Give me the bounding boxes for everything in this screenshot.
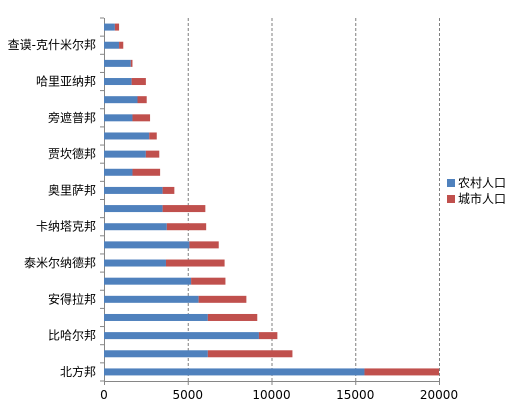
bar-rural xyxy=(104,78,132,86)
bar-rural xyxy=(104,259,166,267)
bar-urban xyxy=(198,295,247,303)
bar-rural xyxy=(104,23,115,31)
y-category-label: 北方邦 xyxy=(60,364,96,379)
bar-urban xyxy=(132,168,161,176)
y-category-label: 泰米尔纳德邦 xyxy=(24,255,96,270)
bar-urban xyxy=(364,368,439,376)
bar-urban xyxy=(119,41,124,49)
y-category-label: 旁遮普邦 xyxy=(48,110,96,125)
x-tick-label: 15000 xyxy=(336,388,374,402)
bar-urban xyxy=(145,150,160,158)
bar-rural xyxy=(104,96,138,104)
bar-urban xyxy=(162,205,206,213)
bar-rural xyxy=(104,223,167,231)
bar-urban xyxy=(166,223,207,231)
bar-urban xyxy=(137,96,147,104)
legend-swatch xyxy=(447,179,455,187)
bar-rural xyxy=(104,205,163,213)
bar-urban xyxy=(207,350,293,358)
bar-rural xyxy=(104,241,190,249)
legend-label: 农村人口 xyxy=(458,176,506,190)
y-category-label: 卡纳塔克邦 xyxy=(36,220,96,234)
y-category-label: 比哈尔邦 xyxy=(48,328,96,343)
bar-urban xyxy=(189,241,219,249)
bar-urban xyxy=(191,277,226,285)
bar-rural xyxy=(104,59,131,67)
bar-rural xyxy=(104,295,199,303)
bar-rural xyxy=(104,41,120,49)
y-category-label: 贾坎德邦 xyxy=(48,146,96,161)
x-tick-label: 10000 xyxy=(252,388,290,402)
bar-rural xyxy=(104,114,133,122)
bar-urban xyxy=(207,313,258,321)
bar-rural xyxy=(104,313,208,321)
bar-rural xyxy=(104,350,208,358)
bar-rural xyxy=(104,168,133,176)
bar-rural xyxy=(104,368,365,376)
bar-urban xyxy=(130,59,133,67)
bar-urban xyxy=(162,186,175,194)
y-category-label: 奥里萨邦 xyxy=(48,183,96,197)
bar-rural xyxy=(104,150,146,158)
x-tick-label: 5000 xyxy=(172,388,203,402)
x-tick-label: 20000 xyxy=(420,388,458,402)
y-category-label: 安得拉邦 xyxy=(48,291,96,306)
bar-urban xyxy=(258,332,278,340)
y-category-label: 哈里亚纳邦 xyxy=(36,75,96,89)
bar-urban xyxy=(165,259,225,267)
bar-urban xyxy=(149,132,157,140)
bar-rural xyxy=(104,277,192,285)
bar-rural xyxy=(104,186,163,194)
x-tick-label: 0 xyxy=(100,388,108,402)
legend-swatch xyxy=(447,195,455,203)
bar-urban xyxy=(114,23,120,31)
bar-urban xyxy=(131,78,146,86)
bar-rural xyxy=(104,332,259,340)
bar-rural xyxy=(104,132,150,140)
y-category-label: 查谟-克什米尔邦 xyxy=(8,37,96,52)
bar-urban xyxy=(132,114,151,122)
legend-label: 城市人口 xyxy=(458,191,506,206)
